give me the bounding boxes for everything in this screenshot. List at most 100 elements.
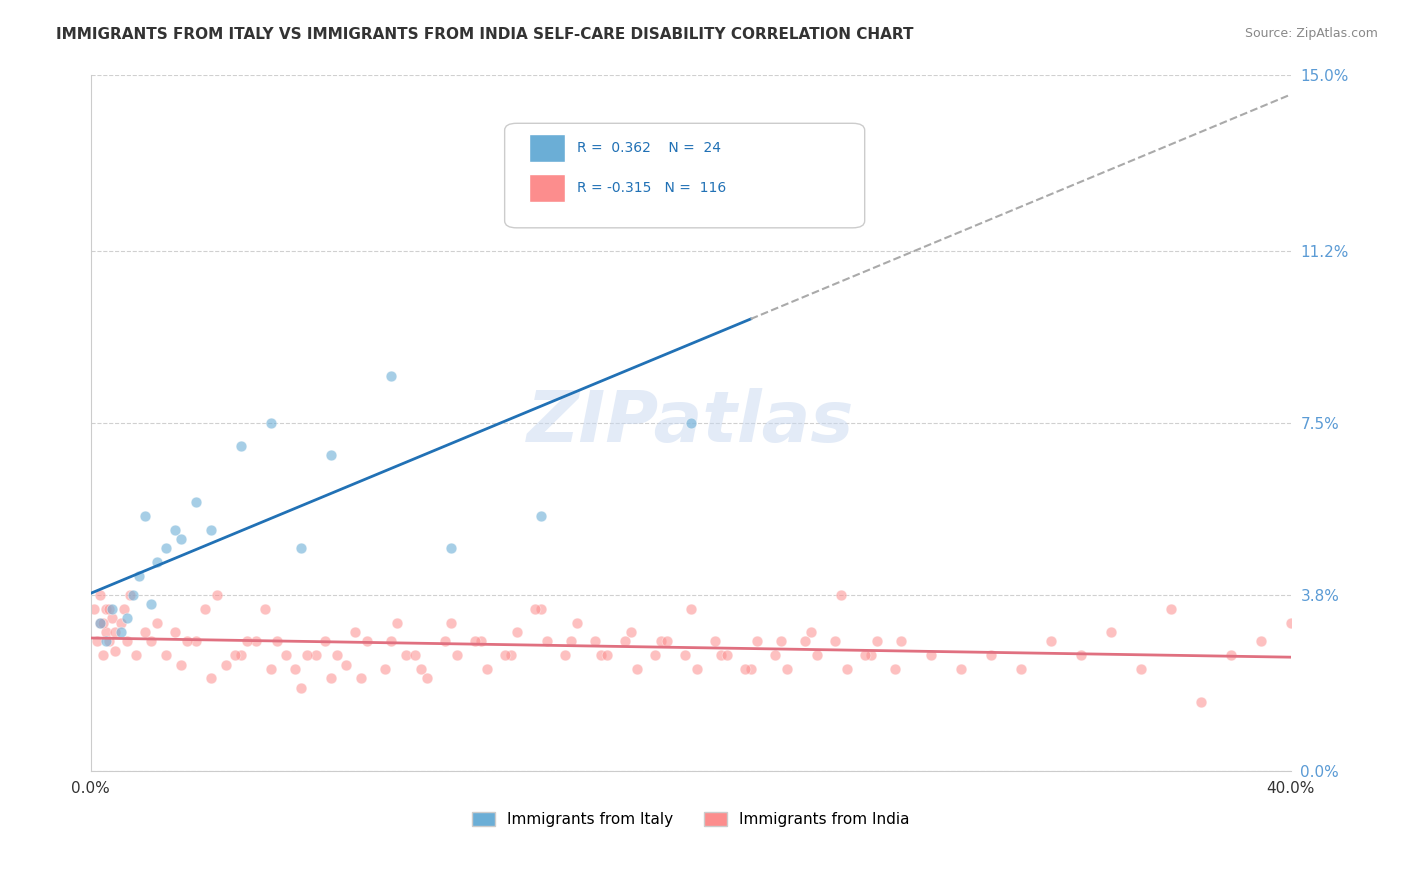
Point bbox=[395, 648, 418, 663]
Point bbox=[335, 657, 357, 672]
FancyBboxPatch shape bbox=[505, 123, 865, 227]
Point bbox=[83, 601, 105, 615]
Point bbox=[89, 615, 111, 630]
Point bbox=[920, 648, 942, 663]
Point bbox=[440, 615, 463, 630]
Point bbox=[626, 662, 648, 676]
Point bbox=[650, 634, 672, 648]
Point bbox=[155, 541, 177, 556]
Point bbox=[505, 625, 527, 640]
Point bbox=[644, 648, 666, 663]
Point bbox=[853, 648, 876, 663]
Text: IMMIGRANTS FROM ITALY VS IMMIGRANTS FROM INDIA SELF-CARE DISABILITY CORRELATION : IMMIGRANTS FROM ITALY VS IMMIGRANTS FROM… bbox=[56, 27, 914, 42]
Point bbox=[499, 648, 522, 663]
Point bbox=[374, 662, 396, 676]
Point bbox=[1219, 648, 1241, 663]
Point bbox=[253, 601, 276, 615]
Point bbox=[115, 634, 138, 648]
Point bbox=[475, 662, 498, 676]
Point bbox=[824, 634, 846, 648]
Point bbox=[343, 625, 366, 640]
Point bbox=[769, 634, 792, 648]
Point bbox=[94, 601, 117, 615]
Point bbox=[703, 634, 725, 648]
Point bbox=[470, 634, 492, 648]
Point bbox=[1129, 662, 1152, 676]
Point bbox=[613, 634, 636, 648]
Point bbox=[415, 672, 437, 686]
Point bbox=[404, 648, 426, 663]
Point bbox=[91, 648, 114, 663]
Point bbox=[890, 634, 912, 648]
Point bbox=[229, 439, 252, 453]
FancyBboxPatch shape bbox=[529, 134, 565, 161]
Point bbox=[155, 648, 177, 663]
Point bbox=[118, 588, 141, 602]
Point bbox=[530, 508, 553, 523]
Point bbox=[200, 523, 222, 537]
Point bbox=[883, 662, 905, 676]
Point bbox=[104, 643, 127, 657]
Point bbox=[169, 657, 191, 672]
Point bbox=[229, 648, 252, 663]
Point bbox=[124, 648, 146, 663]
Point bbox=[319, 672, 342, 686]
Text: R =  0.362    N =  24: R = 0.362 N = 24 bbox=[576, 141, 721, 154]
Point bbox=[565, 615, 588, 630]
Point bbox=[523, 601, 546, 615]
Point bbox=[89, 588, 111, 602]
Point bbox=[94, 625, 117, 640]
Point bbox=[139, 634, 162, 648]
Point bbox=[314, 634, 336, 648]
Point bbox=[128, 569, 150, 583]
Point bbox=[1279, 615, 1302, 630]
Point bbox=[104, 625, 127, 640]
Point bbox=[100, 601, 122, 615]
Point bbox=[433, 634, 456, 648]
Point bbox=[145, 555, 167, 569]
Point bbox=[620, 625, 643, 640]
Point bbox=[121, 588, 143, 602]
Point bbox=[685, 662, 707, 676]
Point bbox=[319, 449, 342, 463]
Point bbox=[494, 648, 516, 663]
Point bbox=[169, 532, 191, 546]
Point bbox=[734, 662, 756, 676]
Point bbox=[295, 648, 318, 663]
Point bbox=[266, 634, 288, 648]
Point bbox=[554, 648, 576, 663]
Point bbox=[184, 634, 207, 648]
Point bbox=[595, 648, 617, 663]
Point bbox=[290, 541, 312, 556]
Point bbox=[866, 634, 889, 648]
Point bbox=[716, 648, 738, 663]
Point bbox=[176, 634, 198, 648]
Point bbox=[97, 634, 120, 648]
Text: R = -0.315   N =  116: R = -0.315 N = 116 bbox=[576, 181, 725, 195]
Point bbox=[380, 634, 402, 648]
Point bbox=[589, 648, 612, 663]
Point bbox=[350, 672, 373, 686]
Point bbox=[560, 634, 582, 648]
Point bbox=[134, 508, 156, 523]
Point bbox=[949, 662, 972, 676]
Point bbox=[91, 615, 114, 630]
Point bbox=[94, 634, 117, 648]
Point bbox=[110, 625, 132, 640]
Legend: Immigrants from Italy, Immigrants from India: Immigrants from Italy, Immigrants from I… bbox=[465, 806, 915, 833]
Point bbox=[583, 634, 606, 648]
Point bbox=[745, 634, 768, 648]
Point bbox=[835, 662, 858, 676]
Point bbox=[1039, 634, 1062, 648]
Point bbox=[259, 416, 281, 430]
Point bbox=[112, 601, 135, 615]
Point bbox=[380, 369, 402, 384]
Point bbox=[200, 672, 222, 686]
Point bbox=[1250, 634, 1272, 648]
Point bbox=[673, 648, 696, 663]
Point bbox=[740, 662, 762, 676]
Point bbox=[980, 648, 1002, 663]
Point bbox=[304, 648, 326, 663]
Point bbox=[446, 648, 468, 663]
Point bbox=[224, 648, 246, 663]
